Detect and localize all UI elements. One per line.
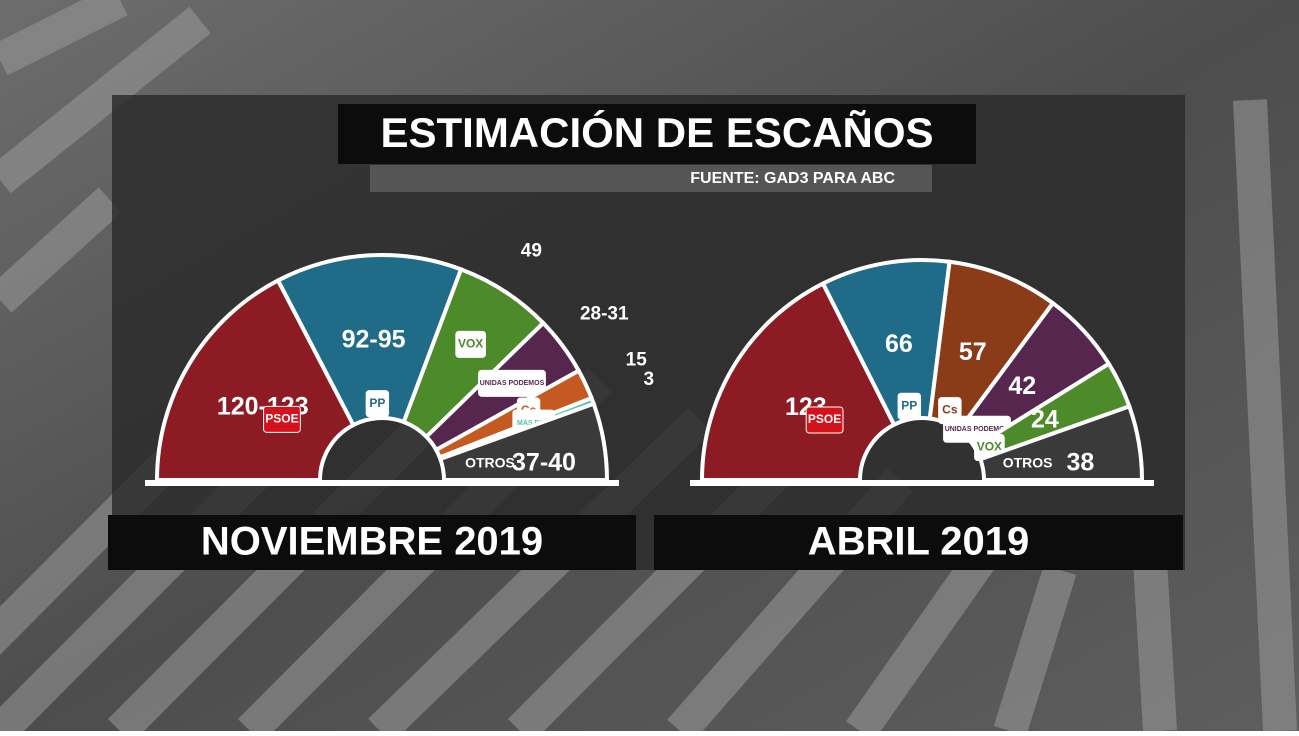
party-label: OTROS (465, 455, 515, 471)
seat-label: 92-95 (342, 325, 406, 353)
seat-label: 66 (885, 330, 913, 358)
title-box (338, 104, 976, 164)
party-logo (455, 330, 486, 358)
party-logo-text: PSOE (808, 412, 841, 426)
party-logo-text: MÁS PAÍS (517, 418, 551, 427)
party-logo-text: PSOE (265, 411, 298, 425)
seat-label: 15 (626, 349, 648, 370)
party-logo-text: PP (901, 398, 917, 412)
party-logo (897, 392, 922, 420)
seat-label: 28-31 (580, 304, 629, 325)
title: ESTIMACIÓN DE ESCAÑOS (380, 108, 933, 156)
party-logo (478, 369, 546, 397)
seat-label: 37-40 (512, 449, 576, 477)
seat-segment (437, 401, 610, 482)
seat-segment (154, 277, 357, 482)
chart-title: ABRIL 2019 (808, 520, 1030, 564)
party-logo-text: PP (369, 396, 385, 410)
chart-title-box (654, 515, 1183, 570)
seat-label: 57 (959, 338, 987, 366)
party-logo-text: Cs (942, 403, 958, 417)
party-logo (365, 390, 390, 418)
seat-label: 3 (644, 369, 655, 390)
seat-label: 38 (1066, 449, 1094, 477)
party-logo-text: UNIDAS PODEMOS (945, 426, 1010, 433)
seat-label: 49 (521, 241, 542, 262)
seat-label: 24 (1031, 405, 1059, 433)
seat-segment (275, 253, 464, 428)
party-label: OTROS (1003, 455, 1053, 471)
chart-title: NOVIEMBRE 2019 (201, 520, 543, 564)
party-logo (263, 405, 301, 433)
source: FUENTE: GAD3 PARA ABC (690, 170, 895, 187)
party-logo (805, 406, 844, 434)
party-logo-text: VOX (977, 440, 1002, 454)
seat-segment (977, 403, 1145, 482)
seat-label: 42 (1008, 372, 1036, 400)
source-box (370, 165, 932, 192)
party-logo-text: UNIDAS PODEMOS (480, 380, 545, 387)
party-logo-text: VOX (458, 337, 483, 351)
chart-title-box (108, 515, 636, 570)
seat-segment (820, 258, 952, 428)
